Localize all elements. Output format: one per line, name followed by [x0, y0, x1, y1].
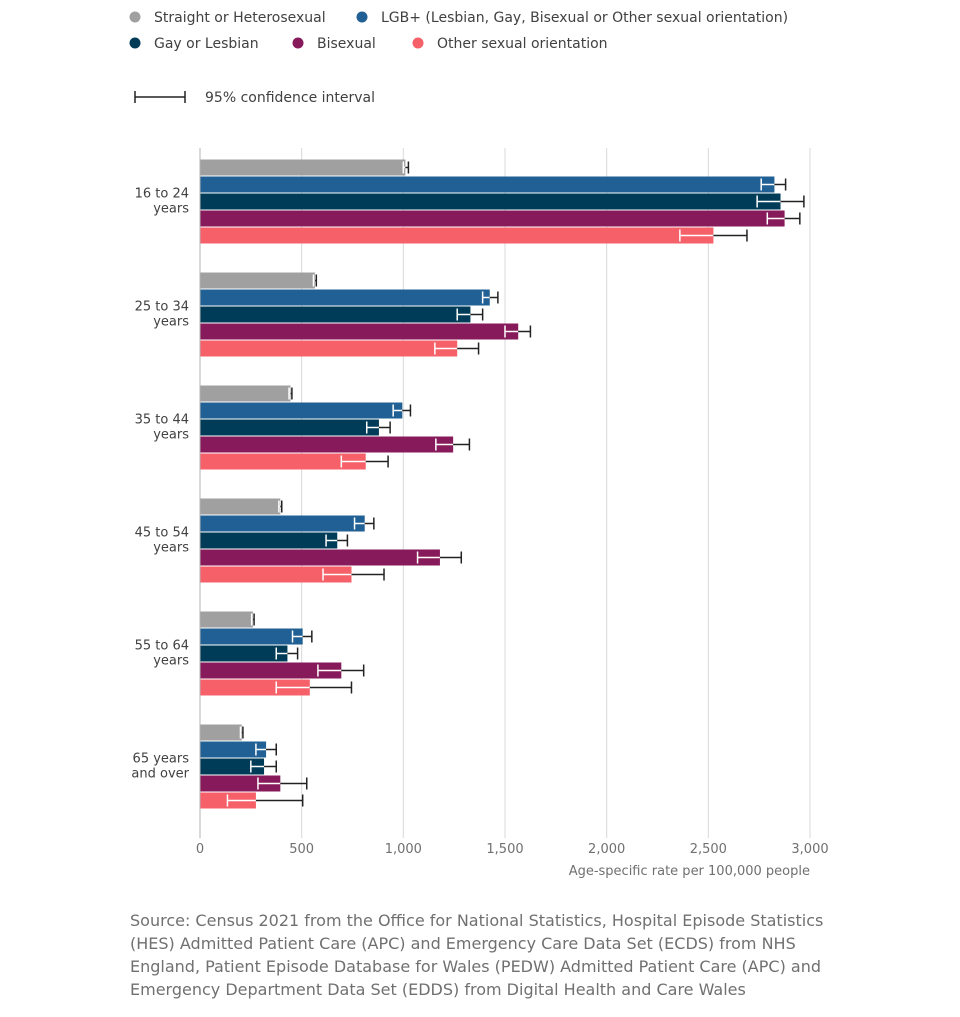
- bar-g3-s3: [200, 549, 440, 566]
- ci-g1-s3: [504, 325, 532, 338]
- bar-g3-s2: [200, 532, 338, 549]
- x-tick-label-1: 500: [289, 842, 314, 857]
- bar-g4-s0: [200, 611, 253, 628]
- bar-g1-s2: [200, 306, 471, 323]
- ci-g1-s4: [434, 342, 480, 355]
- ci-g3-s4: [322, 568, 385, 581]
- bars: [200, 159, 785, 809]
- ci-g2-s0: [288, 387, 293, 400]
- category-label-3-line-1: years: [153, 541, 189, 556]
- ci-g5-s4: [226, 794, 304, 807]
- bar-g4-s3: [200, 662, 342, 679]
- bar-g5-s0: [200, 724, 242, 741]
- ci-g3-s3: [416, 551, 463, 564]
- ci-g3-s0: [278, 500, 283, 513]
- ci-g5-s3: [257, 777, 308, 790]
- x-tick-label-3: 1,500: [486, 842, 523, 857]
- category-label-1-line-1: years: [153, 315, 189, 330]
- bar-g4-s1: [200, 628, 303, 645]
- bar-g0-s3: [200, 210, 785, 227]
- bar-g3-s4: [200, 566, 352, 583]
- category-label-5-line-1: and over: [131, 767, 189, 782]
- bar-g4-s2: [200, 645, 288, 662]
- ci-g4-s4: [275, 681, 353, 694]
- source-note: Source: Census 2021 from the Office for …: [130, 911, 824, 999]
- legend-swatch-1: [356, 11, 368, 23]
- x-axis-title: Age-specific rate per 100,000 people: [569, 864, 810, 879]
- category-label-0-line-1: years: [153, 202, 189, 217]
- ci-g0-s4: [679, 229, 748, 242]
- ci-g4-s2: [275, 647, 299, 660]
- ci-g0-s2: [756, 195, 805, 208]
- legend-label-0: Straight or Heterosexual: [154, 10, 326, 26]
- category-label-5-line-0: 65 years: [133, 752, 190, 767]
- confidence-interval-legend: 95% confidence interval: [134, 90, 375, 106]
- bar-g0-s2: [200, 193, 781, 210]
- x-tick-label-0: 0: [196, 842, 204, 857]
- ci-g5-s2: [250, 760, 277, 773]
- bar-chart: Straight or Heterosexual LGB+ (Lesbian, G…: [129, 10, 829, 879]
- bar-g3-s0: [200, 498, 281, 515]
- bar-g1-s4: [200, 340, 458, 357]
- bar-g0-s0: [200, 159, 406, 176]
- bar-g5-s1: [200, 741, 267, 758]
- ci-g4-s3: [317, 664, 365, 677]
- ci-g2-s4: [340, 455, 389, 468]
- bar-g2-s2: [200, 419, 379, 436]
- ci-g2-s2: [365, 421, 391, 434]
- ci-g2-s1: [392, 404, 412, 417]
- ci-g1-s0: [312, 274, 318, 287]
- ci-g3-s2: [325, 534, 349, 547]
- legend-swatch-2: [129, 37, 141, 49]
- ci-g4-s0: [250, 613, 255, 626]
- category-label-0-line-0: 16 to 24: [135, 187, 189, 202]
- legend-label-3: Bisexual: [317, 36, 376, 52]
- confidence-interval-marks: [226, 161, 805, 807]
- ci-g0-s0: [402, 161, 410, 174]
- ci-g5-s0: [239, 726, 244, 739]
- legend: Straight or Heterosexual LGB+ (Lesbian, G…: [129, 10, 788, 52]
- legend-swatch-0: [129, 11, 141, 23]
- category-label-2-line-0: 35 to 44: [135, 413, 189, 428]
- legend-label-2: Gay or Lesbian: [154, 36, 259, 52]
- bar-g2-s3: [200, 436, 454, 453]
- ci-g2-s3: [435, 438, 471, 451]
- x-tick-label-2: 1,000: [385, 842, 422, 857]
- ci-g1-s1: [481, 291, 499, 304]
- category-label-3-line-0: 45 to 54: [135, 526, 189, 541]
- x-tick-label-5: 2,500: [690, 842, 727, 857]
- bar-g1-s1: [200, 289, 490, 306]
- legend-label-1: LGB+ (Lesbian, Gay, Bisexual or Other se…: [381, 10, 788, 26]
- bar-g2-s1: [200, 402, 403, 419]
- category-label-2-line-1: years: [153, 428, 189, 443]
- bar-g1-s3: [200, 323, 519, 340]
- category-label-1-line-0: 25 to 34: [135, 300, 189, 315]
- bar-g5-s2: [200, 758, 265, 775]
- ci-g5-s1: [255, 743, 277, 756]
- category-label-4-line-1: years: [153, 654, 189, 669]
- legend-label-4: Other sexual orientation: [437, 36, 608, 52]
- x-axis-tick-labels: 0 500 1,000 1,500 2,000 2,500 3,000: [196, 842, 829, 857]
- ci-g1-s2: [456, 308, 484, 321]
- bar-g0-s1: [200, 176, 775, 193]
- x-tick-label-6: 3,000: [791, 842, 828, 857]
- bar-g0-s4: [200, 227, 714, 244]
- x-tick-label-4: 2,000: [588, 842, 625, 857]
- bar-g2-s4: [200, 453, 366, 470]
- bar-g5-s3: [200, 775, 281, 792]
- ci-g4-s1: [291, 630, 313, 643]
- bar-g3-s1: [200, 515, 365, 532]
- category-label-4-line-0: 55 to 64: [135, 639, 189, 654]
- legend-swatch-3: [292, 37, 304, 49]
- ci-legend-label: 95% confidence interval: [205, 90, 375, 106]
- bar-g2-s0: [200, 385, 291, 402]
- ci-g0-s3: [766, 212, 801, 225]
- ci-g3-s1: [353, 517, 375, 530]
- gridlines: [301, 148, 811, 838]
- legend-swatch-4: [412, 37, 424, 49]
- ci-g0-s1: [760, 178, 787, 191]
- bar-g4-s4: [200, 679, 310, 696]
- bar-g1-s0: [200, 272, 315, 289]
